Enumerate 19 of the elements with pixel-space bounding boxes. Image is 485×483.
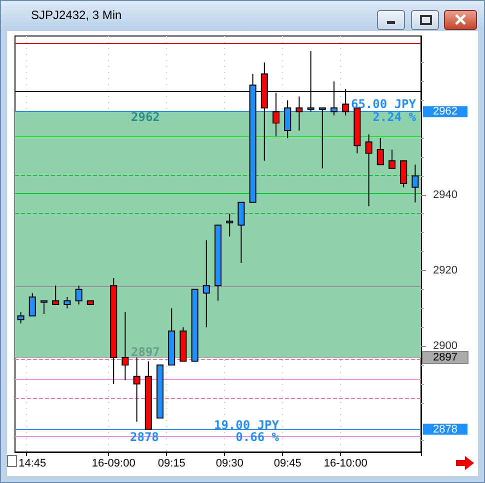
annotation: 65.00 JPY [350, 97, 417, 111]
x-tick-label: 14:45 [18, 458, 46, 470]
annotation: 2.24 % [372, 110, 417, 124]
x-tick-label: 16-10:00 [324, 458, 368, 470]
x-tick-label: 09:15 [158, 458, 186, 470]
annotation: 2962 [131, 110, 160, 124]
y-tick-label: 2900 [433, 340, 458, 352]
y-tick-label: 2940 [433, 188, 458, 201]
ref-line-label: 2962 [433, 106, 458, 118]
y-tick-label: 2920 [433, 264, 458, 276]
annotation: 2878 [130, 430, 159, 444]
x-tick-label: 09:30 [216, 458, 244, 470]
ref-line-label: 2878 [433, 423, 458, 436]
annotation: 19.00 JPY [214, 418, 280, 432]
x-tick-label: 09:45 [274, 458, 302, 470]
x-tick-label: 16-09:00 [92, 458, 136, 470]
ref-line-label: 2897 [433, 351, 458, 364]
annotation: 0.66 % [236, 430, 280, 444]
chart-title: SJPJ2432, 3 Min [31, 8, 122, 22]
